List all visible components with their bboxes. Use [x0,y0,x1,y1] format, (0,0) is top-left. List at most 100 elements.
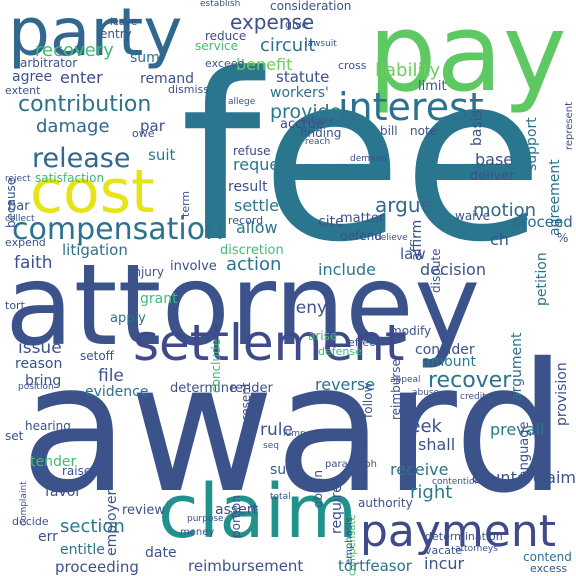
word-section: section [60,516,125,537]
word-modify: modify [390,324,432,338]
word-collect: collect [5,214,35,224]
word-total: total [270,492,291,502]
word-leave: leave [110,17,138,28]
word-employer: employer [104,489,120,556]
word-grant: grant [140,291,178,307]
word-obtain: obtain [311,470,325,508]
word-arbitrator: arbitrator [20,56,78,70]
word-lawsuit: lawsuit [305,39,337,49]
word-incur: incur [424,554,465,573]
word-credit: credit [460,392,486,402]
word-language: language [517,421,532,482]
word-position: position [18,382,54,392]
word-reverse: reverse [315,375,376,394]
word-deny: deny [285,298,328,318]
word-dismiss: dismiss [168,83,210,96]
word-rule: rule [260,420,293,440]
word-setoff: setoff [80,349,114,363]
word-reimbursement: reimbursement [188,557,304,575]
word-accrue: accrue [280,117,324,132]
word-entry: entry [100,27,132,41]
word-benefit: benefit [236,55,293,74]
word-action: action [226,254,282,275]
word-authority: authority [358,496,413,510]
word-contention: contention [432,477,481,487]
word-basis: basis [469,110,485,146]
word-believe: believe [375,233,408,243]
word-statute: statute [276,68,330,86]
word-dispute: dispute [429,248,443,293]
word-appeal: appeal [390,375,421,385]
word-owe: owe [132,127,155,140]
word-interest: interest [338,85,484,129]
word-raise: raise [62,464,92,478]
word-render: render [230,381,273,396]
word-allege: allege [228,97,256,107]
word-agree: agree [12,69,53,85]
word-exceed: exceed [205,57,245,70]
word-finding: finding [300,126,342,140]
word-defend: defend [340,229,382,243]
word-excess: excess [530,562,568,575]
word-expend: expend [5,236,46,249]
word-reimburse: reimburse [389,359,403,420]
word-err: err [38,529,58,545]
word-decide: decide [12,515,49,528]
word-seq: seq [263,441,279,451]
word-reason: reason [15,356,63,372]
word-fee: fee [180,26,544,293]
word-purpose: purpose [187,514,224,524]
word-tortfeasor: tortfeasor [338,557,412,575]
word-paragraph: paragraph [325,459,377,470]
word-conclude: conclude [209,338,223,393]
word-request: request [233,155,294,174]
word-file: file [98,366,124,386]
word-contribution: contribution [18,92,152,117]
word-money: money [180,527,215,538]
word-pay: pay [368,0,567,116]
word-release: release [32,143,131,174]
word-involve: involve [170,259,217,274]
word-tort: tort [5,299,25,312]
word-par: par [140,117,165,135]
word-award: award [20,325,567,532]
word-reject: reject [5,174,31,184]
word-proceeding: proceeding [55,558,139,576]
word-cross: cross [338,59,367,72]
word-proceed: proceed [512,213,573,231]
word-party: party [8,0,183,71]
word-base: base [475,150,514,169]
word-argue: argue [375,193,433,217]
word-cost: cost [30,157,155,227]
word-claim: claim [158,469,358,555]
word-portion: portion [229,495,243,538]
word-date: date [145,545,177,561]
word-effect: effect [348,336,380,349]
word-reduce: reduce [205,29,247,43]
word-discretion: discretion [220,243,284,258]
word-lump: lump [283,429,306,439]
word-complaint: complaint [19,481,29,526]
word-apply: apply [110,311,146,326]
word-consideration: consideration [270,0,352,13]
word-remand: remand [140,71,195,87]
word-follow: follow [361,382,375,418]
word-determination: determination [425,530,503,543]
word-sue: sue [270,462,295,478]
word-support: support [524,117,540,171]
word-suit: suit [148,146,176,164]
word-allow: allow [236,218,278,237]
word-law: law [400,245,426,263]
word-determine: determine [170,381,237,396]
word-affirm: affirm [409,219,425,261]
word-consider: consider [415,342,475,358]
word-provision: provision [554,362,570,426]
word-argument: argument [509,332,525,401]
word-contend: contend [523,550,572,564]
word-entitle: entitle [60,542,105,558]
word-receive: receive [390,460,449,479]
word-tender: tender [30,454,77,470]
word-recover: recover [428,368,512,393]
word-waive: waive [455,209,490,223]
word-extent: extent [5,84,41,97]
